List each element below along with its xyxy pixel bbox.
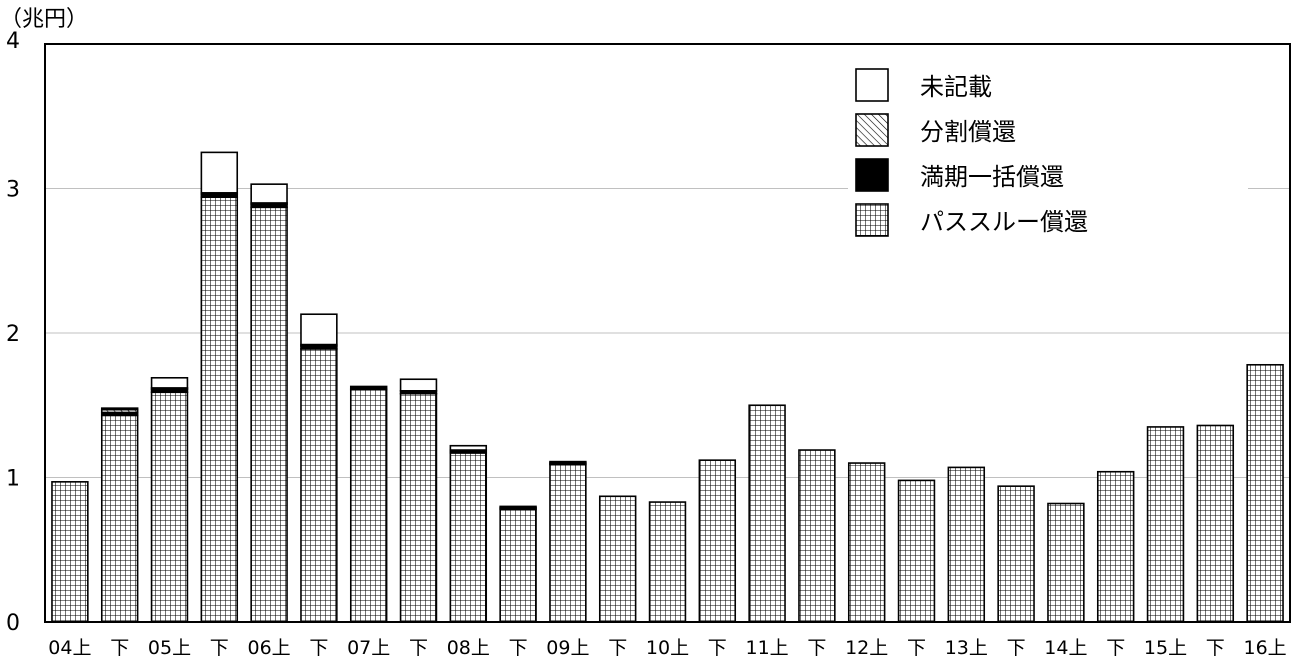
bar-segment [549,463,587,623]
bar-segment [947,466,986,623]
bar-segment [449,452,488,623]
x-tick-label: 下 [608,637,627,659]
bar-segment [847,462,886,623]
bar-segment [200,151,239,194]
bar-segment [997,485,1035,623]
bar-segment [51,481,89,623]
x-tick-label: 下 [509,637,528,659]
x-tick-label: 下 [907,637,926,659]
bar-segment [449,444,488,451]
x-tick-label: 13上 [945,637,988,659]
legend-swatch [855,68,889,102]
bar-segment [250,183,288,204]
bar-segment [399,392,438,623]
x-tick-label: 下 [409,637,428,659]
bar-segment [100,414,139,623]
bar-segment [300,348,338,623]
bar-segment [648,501,687,623]
y-tick-label: 0 [6,611,20,636]
legend-swatch [855,203,889,237]
bar-segment [150,376,189,389]
x-tick-label: 下 [708,637,727,659]
x-tick-label: 16上 [1244,637,1287,659]
bar-segment [798,449,836,623]
bar-segment [1047,502,1085,623]
x-tick-label: 12上 [845,637,888,659]
y-tick-label: 2 [6,322,20,347]
x-tick-label: 15上 [1144,637,1187,659]
legend-background [848,57,1248,245]
bar-segment [748,404,786,623]
bar-segment [250,206,288,623]
bar-segment [598,495,637,623]
bar-segment [1196,424,1235,623]
x-tick-label: 05上 [148,637,191,659]
x-axis-labels: 04上下 05上下 06上下 07上下 08上下 09上下 10上下 11上下 12上下 13上下… [48,637,1286,659]
x-tick-label: 14上 [1044,637,1087,659]
x-tick-label: 下 [309,637,328,659]
legend-label: 未記載 [920,73,992,101]
bar-segment [1096,470,1135,623]
bar-segment [499,505,537,509]
x-tick-label: 11上 [746,637,789,659]
x-tick-label: 下 [110,637,129,659]
x-tick-label: 04上 [48,637,91,659]
x-tick-label: 下 [1106,637,1125,659]
x-tick-label: 下 [1007,637,1026,659]
x-tick-label: 06上 [248,637,291,659]
bar-segment [1146,426,1185,623]
bar-segment [897,479,936,623]
x-tick-label: 下 [210,637,229,659]
bar-segment [150,391,189,623]
bar-segment [349,385,388,391]
y-tick-label: 3 [6,178,20,203]
x-tick-label: 09上 [546,637,589,659]
legend-swatch [855,158,889,192]
y-tick-label: 1 [6,467,20,492]
x-tick-label: 下 [807,637,826,659]
bar-segment [499,508,537,623]
bar-segment [349,388,388,623]
y-axis-ticks: 0 1 2 3 4 [6,29,20,636]
bar-segment [100,407,139,411]
bar-segment [1246,363,1284,623]
legend-swatch [855,113,889,147]
y-unit-label: （兆円） [0,7,88,32]
y-tick-label: 4 [6,29,20,54]
legend-label: 満期一括償還 [920,163,1064,191]
legend-label: パススルー償還 [920,208,1088,236]
x-tick-label: 10上 [646,637,689,659]
bar-segment [399,378,438,392]
bar-segment [200,196,239,623]
bar-segment [300,313,338,346]
bar-segment [549,460,587,464]
legend-label: 分割償還 [920,118,1016,146]
plot-frame [44,43,1291,623]
bar-segment [698,459,737,623]
x-tick-label: 07上 [347,637,390,659]
x-tick-label: 08上 [447,637,490,659]
x-tick-label: 下 [1206,637,1225,659]
